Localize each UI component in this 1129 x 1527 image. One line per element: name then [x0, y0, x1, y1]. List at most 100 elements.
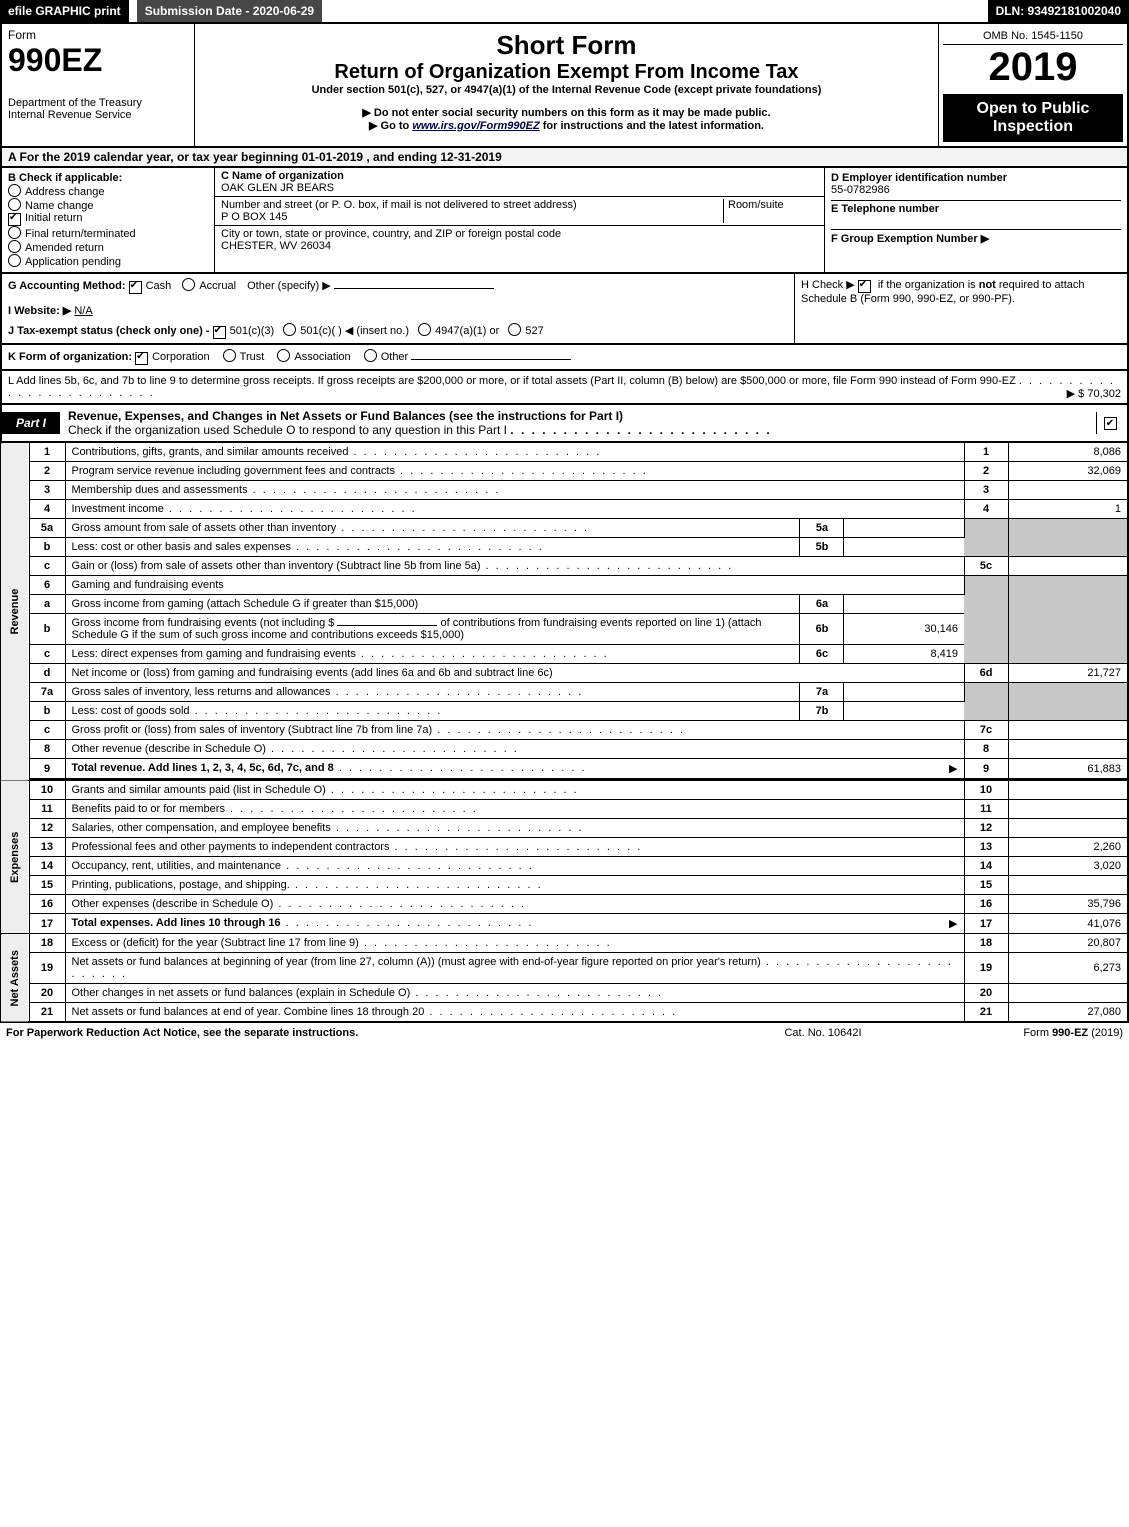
line-16: 16Other expenses (describe in Schedule O… [1, 895, 1128, 914]
form-number: 990EZ [8, 42, 188, 79]
goto-pre: ▶ Go to [369, 120, 412, 132]
line-17: 17Total expenses. Add lines 10 through 1… [1, 914, 1128, 934]
line-6b: b Gross income from fundraising events (… [1, 614, 1128, 645]
efile-label[interactable]: efile GRAPHIC print [0, 0, 129, 22]
b-opt-name[interactable]: Name change [8, 198, 208, 212]
part1-header: Part I Revenue, Expenses, and Changes in… [0, 405, 1129, 443]
b-header: B Check if applicable: [8, 172, 208, 184]
j-4947[interactable] [418, 323, 431, 336]
k-other[interactable] [364, 349, 377, 362]
k-row: K Form of organization: Corporation Trus… [0, 345, 1129, 371]
irs-link[interactable]: www.irs.gov/Form990EZ [412, 120, 539, 132]
val-4: 1 [1008, 500, 1128, 519]
g-other: Other (specify) ▶ [247, 280, 331, 292]
line-5c: c Gain or (loss) from sale of assets oth… [1, 557, 1128, 576]
page-footer: For Paperwork Reduction Act Notice, see … [0, 1023, 1129, 1043]
g-section: G Accounting Method: Cash Accrual Other … [2, 274, 794, 343]
k-assoc[interactable] [277, 349, 290, 362]
j-527[interactable] [508, 323, 521, 336]
k-trust[interactable] [223, 349, 236, 362]
section-b: B Check if applicable: Address change Na… [2, 168, 215, 272]
e-label: E Telephone number [831, 200, 1121, 215]
irs-dept: Internal Revenue Service [8, 109, 188, 121]
footer-catno: Cat. No. 10642I [723, 1027, 923, 1039]
line-7c: c Gross profit or (loss) from sales of i… [1, 721, 1128, 740]
line-5b: b Less: cost or other basis and sales ex… [1, 538, 1128, 557]
website-value: N/A [74, 305, 92, 317]
form-header: Form 990EZ Department of the Treasury In… [0, 24, 1129, 148]
val-6d: 21,727 [1008, 664, 1128, 683]
line-21: 21Net assets or fund balances at end of … [1, 1003, 1128, 1023]
k-label: K Form of organization: [8, 351, 132, 363]
h-pre: H Check ▶ [801, 279, 858, 291]
b-opt-address[interactable]: Address change [8, 184, 208, 198]
room-label: Room/suite [728, 199, 784, 211]
line-6a: a Gross income from gaming (attach Sched… [1, 595, 1128, 614]
b-opt-final[interactable]: Final return/terminated [8, 226, 208, 240]
c-label: C Name of organization [221, 170, 344, 182]
form-word: Form [8, 28, 188, 42]
h-check[interactable] [858, 280, 871, 293]
goto-post: for instructions and the latest informat… [543, 120, 764, 132]
section-c: C Name of organization OAK GLEN JR BEARS… [215, 168, 824, 272]
val-16: 35,796 [1008, 895, 1128, 914]
part1-tag: Part I [2, 412, 60, 434]
line-8: 8 Other revenue (describe in Schedule O)… [1, 740, 1128, 759]
gh-row: G Accounting Method: Cash Accrual Other … [0, 274, 1129, 345]
g-cash-check[interactable] [129, 281, 142, 294]
h-section: H Check ▶ if the organization is not req… [794, 274, 1127, 343]
part1-checkbox[interactable] [1096, 412, 1127, 434]
f-label: F Group Exemption Number ▶ [831, 229, 1121, 245]
j-501c3[interactable] [213, 326, 226, 339]
line-1: Revenue 1 Contributions, gifts, grants, … [1, 443, 1128, 462]
d-label: D Employer identification number [831, 172, 1121, 184]
title-return: Return of Organization Exempt From Incom… [201, 61, 932, 84]
top-bar: efile GRAPHIC print Submission Date - 20… [0, 0, 1129, 24]
goto-line: ▶ Go to www.irs.gov/Form990EZ for instru… [201, 119, 932, 132]
line-20: 20Other changes in net assets or fund ba… [1, 984, 1128, 1003]
identity-block: B Check if applicable: Address change Na… [0, 168, 1129, 274]
i-label: I Website: ▶ [8, 305, 71, 317]
ein-value: 55-0782986 [831, 184, 1121, 196]
line-6d: d Net income or (loss) from gaming and f… [1, 664, 1128, 683]
l-row: L Add lines 5b, 6c, and 7b to line 9 to … [0, 371, 1129, 405]
line-4: 4 Investment income 4 1 [1, 500, 1128, 519]
val-6b: 30,146 [844, 614, 964, 645]
val-18: 20,807 [1008, 934, 1128, 953]
header-center: Short Form Return of Organization Exempt… [195, 24, 938, 146]
val-21: 27,080 [1008, 1003, 1128, 1023]
line-7b: b Less: cost of goods sold 7b [1, 702, 1128, 721]
line-6c: c Less: direct expenses from gaming and … [1, 645, 1128, 664]
b-opt-pending[interactable]: Application pending [8, 254, 208, 268]
omb-number: OMB No. 1545-1150 [943, 28, 1123, 45]
line-14: 14Occupancy, rent, utilities, and mainte… [1, 857, 1128, 876]
line-9: 9 Total revenue. Add lines 1, 2, 3, 4, 5… [1, 759, 1128, 779]
line-15: 15Printing, publications, postage, and s… [1, 876, 1128, 895]
line-3: 3 Membership dues and assessments 3 [1, 481, 1128, 500]
k-corp[interactable] [135, 352, 148, 365]
val-3 [1008, 481, 1128, 500]
val-9: 61,883 [1008, 759, 1128, 779]
line-7a: 7a Gross sales of inventory, less return… [1, 683, 1128, 702]
street-value: P O BOX 145 [221, 211, 287, 223]
line-13: 13Professional fees and other payments t… [1, 838, 1128, 857]
part1-sub: Check if the organization used Schedule … [68, 423, 507, 437]
g-accrual-check[interactable] [182, 278, 195, 291]
subtitle: Under section 501(c), 527, or 4947(a)(1)… [201, 84, 932, 96]
line-6: 6 Gaming and fundraising events [1, 576, 1128, 595]
j-label: J Tax-exempt status (check only one) - [8, 325, 210, 337]
line-19: 19Net assets or fund balances at beginni… [1, 953, 1128, 984]
l-amount: ▶ $ 70,302 [1067, 387, 1121, 400]
line-10: Expenses 10 Grants and similar amounts p… [1, 781, 1128, 800]
l-text: L Add lines 5b, 6c, and 7b to line 9 to … [8, 375, 1016, 387]
expenses-tab: Expenses [1, 781, 29, 934]
line-11: 11Benefits paid to or for members11 [1, 800, 1128, 819]
b-opt-amended[interactable]: Amended return [8, 240, 208, 254]
section-def: D Employer identification number 55-0782… [824, 168, 1127, 272]
netassets-tab: Net Assets [1, 934, 29, 1023]
footer-left: For Paperwork Reduction Act Notice, see … [6, 1027, 723, 1039]
b-opt-initial[interactable]: Initial return [8, 212, 208, 226]
val-19: 6,273 [1008, 953, 1128, 984]
j-501c[interactable] [283, 323, 296, 336]
city-value: CHESTER, WV 26034 [221, 240, 331, 252]
